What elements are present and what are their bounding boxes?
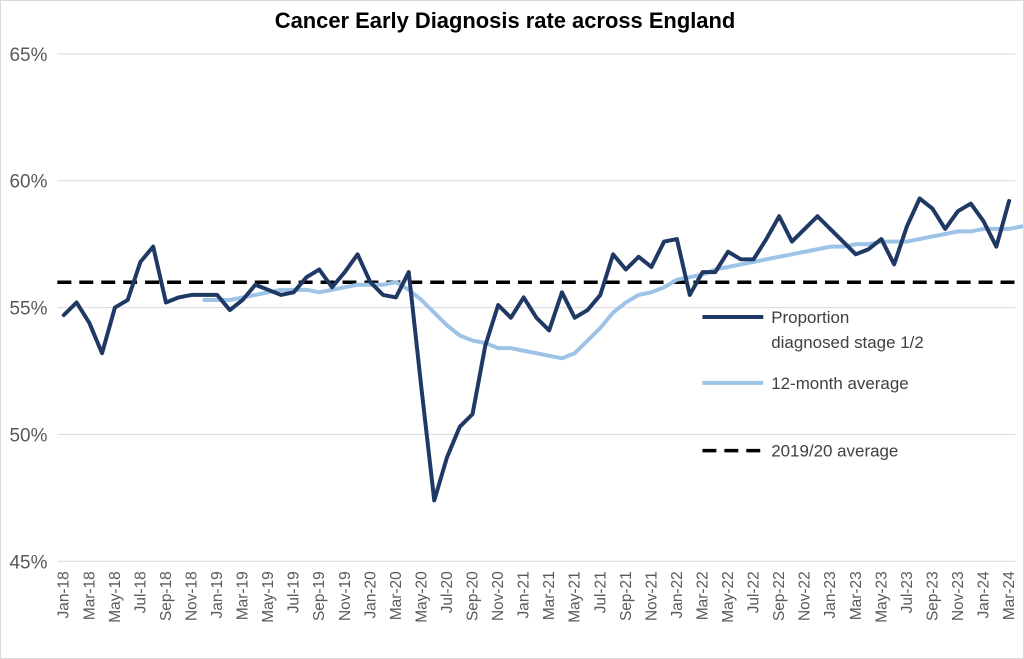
x-tick-label: Sep-20 <box>465 571 482 621</box>
x-tick-label: Mar-21 <box>541 571 558 620</box>
x-tick-label: Nov-19 <box>337 571 354 621</box>
x-tick-label: May-22 <box>720 571 737 622</box>
x-tick-label: Jul-22 <box>746 571 763 613</box>
x-tick-label: May-20 <box>413 571 430 622</box>
y-tick-label: 55% <box>10 299 48 320</box>
x-tick-label: Jan-18 <box>56 571 73 618</box>
x-tick-label: Mar-23 <box>848 571 865 620</box>
x-tick-label: Mar-20 <box>388 571 405 620</box>
x-tick-label: Jan-21 <box>516 571 533 618</box>
legend-label: diagnosed stage 1/2 <box>771 333 924 352</box>
x-tick-label: Sep-21 <box>618 571 635 621</box>
x-tick-label: Mar-22 <box>694 571 711 620</box>
x-tick-label: Sep-22 <box>771 571 788 621</box>
x-tick-label: Nov-21 <box>643 571 660 621</box>
x-tick-label: Nov-20 <box>490 571 507 621</box>
x-tick-label: Mar-24 <box>1001 571 1018 620</box>
x-tick-label: Jul-20 <box>439 571 456 613</box>
x-tick-label: Sep-19 <box>311 571 328 621</box>
x-tick-label: Jan-23 <box>822 571 839 618</box>
gridlines <box>57 53 1016 435</box>
legend-label: 12-month average <box>771 374 908 393</box>
y-tick-label: 60% <box>10 172 48 193</box>
x-tick-label: Mar-19 <box>235 571 252 620</box>
legend: Proportion diagnosed stage 1/2 12-month av… <box>702 308 924 461</box>
x-tick-label: May-23 <box>873 571 890 622</box>
x-tick-label: Nov-22 <box>797 571 814 621</box>
x-tick-label: Jan-20 <box>362 571 379 618</box>
chart-title: Cancer Early Diagnosis rate across Engla… <box>275 8 736 33</box>
x-tick-label: Jan-19 <box>209 571 226 618</box>
x-tick-label: May-19 <box>260 571 277 622</box>
x-tick-label: Jul-18 <box>132 571 149 613</box>
legend-label: Proportion <box>771 308 849 327</box>
x-tick-label: May-18 <box>107 571 124 622</box>
x-tick-label: Nov-23 <box>950 571 967 621</box>
y-axis-ticks: 45% 50% 55% 60% 65% <box>10 45 48 573</box>
series-layer <box>57 196 1023 503</box>
legend-label: 2019/20 average <box>771 442 898 461</box>
y-tick-label: 45% <box>10 552 48 573</box>
x-tick-label: May-21 <box>567 571 584 622</box>
series-12-month-average-line <box>202 224 1023 361</box>
x-tick-label: Jul-21 <box>592 571 609 613</box>
x-tick-label: Jan-22 <box>669 571 686 618</box>
x-axis-ticks: Jan-18 Mar-18 May-18 Jul-18 Sep-18 Nov-18 Jan-… <box>56 571 1018 623</box>
x-tick-label: Jul-23 <box>899 571 916 613</box>
y-tick-label: 65% <box>10 45 48 66</box>
x-tick-label: Jan-24 <box>976 571 993 619</box>
y-tick-label: 50% <box>10 425 48 446</box>
x-tick-label: Mar-18 <box>81 571 98 620</box>
x-tick-label: Jul-19 <box>286 571 303 613</box>
x-tick-label: Nov-18 <box>184 571 201 621</box>
x-tick-label: Sep-23 <box>924 571 941 621</box>
x-tick-label: Sep-18 <box>158 571 175 621</box>
series-proportion-line <box>61 196 1012 503</box>
